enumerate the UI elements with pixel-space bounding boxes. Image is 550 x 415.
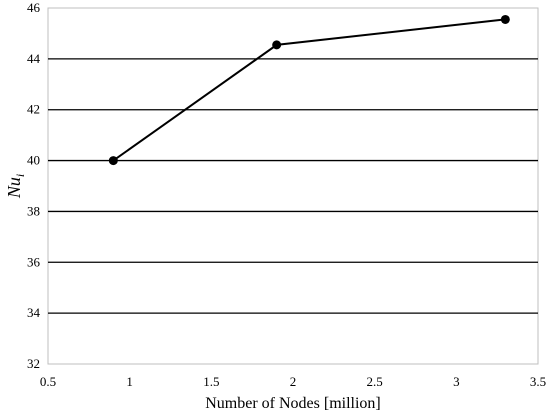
x-tick-label: 2 [290,374,297,389]
y-tick-label: 38 [27,203,40,218]
x-axis-title: Number of Nodes [million] [205,395,381,412]
y-axis-title-main: Nu [4,177,24,199]
x-tick-label: 2.5 [367,374,383,389]
x-tick-label: 1 [126,374,133,389]
y-tick-labels: 32 34 36 38 40 42 44 46 [27,0,41,371]
x-tick-label: 0.5 [40,374,56,389]
y-tick-label: 40 [27,153,40,168]
y-axis-title-subscript: i [13,174,27,177]
series-group [108,14,510,166]
series-line [112,18,506,162]
data-point [272,40,282,50]
y-tick-label: 42 [27,102,40,117]
y-axis-title: Nui [4,174,27,199]
y-tick-label: 32 [27,356,40,371]
data-point [500,14,510,24]
y-tick-label: 44 [27,51,41,66]
x-tick-label: 3.5 [530,374,546,389]
plot-frame [47,7,539,365]
y-tick-label: 46 [27,0,41,15]
y-tick-label: 34 [27,305,41,320]
grid-lines [48,58,538,314]
x-tick-labels: 0.5 1 1.5 2 2.5 3 3.5 [40,374,546,389]
y-tick-label: 36 [27,254,41,269]
data-point [108,156,118,166]
x-tick-label: 3 [453,374,460,389]
x-tick-label: 1.5 [203,374,219,389]
